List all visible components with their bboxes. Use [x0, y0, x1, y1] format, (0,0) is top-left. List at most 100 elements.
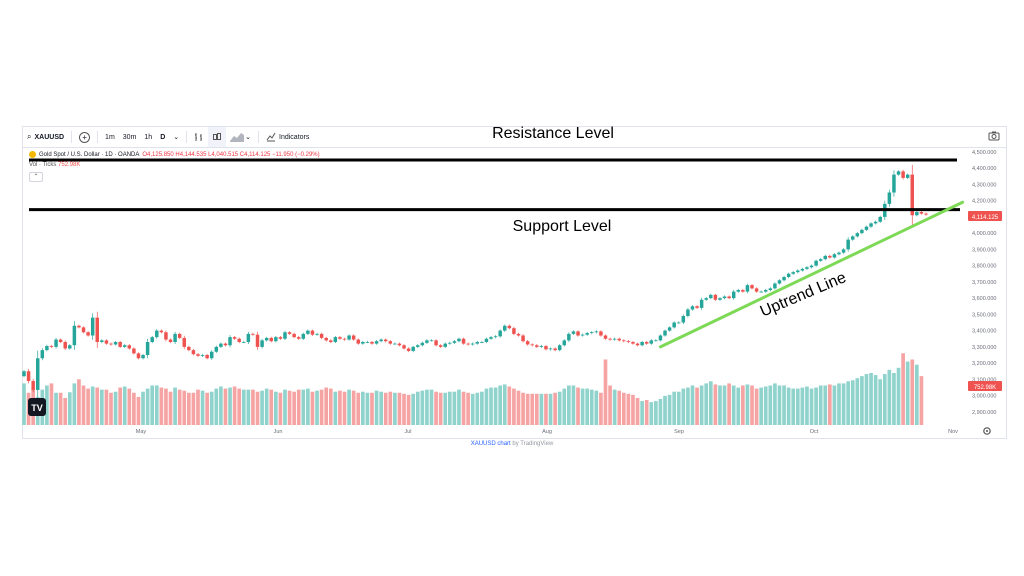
candle [887, 189, 892, 207]
candle [585, 331, 589, 336]
candle [127, 344, 132, 350]
candle [905, 173, 910, 180]
candle [150, 335, 154, 344]
candle [347, 334, 351, 341]
volume-bar [493, 387, 498, 425]
candle [654, 339, 658, 342]
volume-bar [315, 390, 319, 425]
interval-30m[interactable]: 30m [122, 133, 137, 141]
volume-bar [81, 385, 86, 425]
candle [910, 164, 914, 225]
candle [370, 340, 374, 345]
candle [832, 253, 837, 259]
volume-bar [722, 385, 727, 425]
volume-bar [654, 401, 658, 425]
volume-bar [823, 385, 828, 425]
volume-bar [791, 388, 796, 425]
volume-bar [109, 392, 113, 425]
volume-bar [681, 388, 686, 425]
volume-bar [360, 391, 365, 425]
candle [901, 169, 905, 180]
support-label: Support Level [513, 218, 612, 235]
interval-1h[interactable]: 1h [144, 133, 153, 141]
camera-icon[interactable] [988, 131, 1000, 143]
volume-bar [182, 390, 187, 425]
candle [525, 340, 530, 346]
candle [599, 330, 603, 337]
volume-bar [599, 392, 603, 425]
symbol-search[interactable]: ⌕ XAUUSD [23, 127, 68, 147]
candle [512, 326, 516, 336]
candle [242, 340, 246, 344]
indicators-button[interactable]: Indicators [262, 127, 313, 147]
compare-button[interactable]: + [75, 127, 94, 147]
interval-d[interactable]: D [160, 133, 166, 141]
search-icon: ⌕ [27, 132, 32, 141]
volume-bar [54, 392, 58, 425]
volume-bar [269, 389, 274, 425]
area-style-button[interactable]: ⌄ [226, 127, 255, 147]
volume-bar [741, 385, 745, 425]
volume-bar [782, 385, 786, 425]
candle [686, 307, 690, 318]
volume-bar [635, 397, 640, 425]
candle [731, 290, 736, 300]
volume-bar [860, 376, 864, 425]
candle [699, 297, 704, 310]
tradingview-logo: TV [28, 398, 46, 416]
volume-bar [241, 389, 246, 425]
volume-bar [882, 374, 887, 425]
volume-bar [525, 393, 530, 425]
candle [475, 340, 480, 345]
volume-bar [676, 391, 681, 425]
volume-bar [754, 388, 759, 425]
y-tick-label: 4,200.000 [972, 199, 996, 205]
volume-bar [658, 399, 663, 425]
y-tick-label: 3,200.000 [972, 361, 996, 367]
volume-bar [127, 388, 132, 425]
volume-bar [342, 391, 347, 425]
candle [54, 337, 58, 349]
candle [90, 313, 95, 340]
settings-gear-icon[interactable] [983, 427, 991, 435]
chart-frame: ⌕ XAUUSD + 1m 30m 1h D ⌄ ⌄ Indicators [22, 126, 1007, 439]
candle [145, 338, 150, 359]
price-badge: 4,114.125 [968, 211, 1002, 221]
volume-bar [480, 391, 484, 425]
volume-bar [296, 389, 301, 425]
volume-bar [612, 389, 617, 425]
volume-bar [328, 388, 333, 425]
volume-bar [22, 383, 26, 425]
candle [741, 288, 745, 293]
candle [214, 345, 219, 353]
volume-bar [370, 392, 374, 425]
candle [177, 332, 182, 340]
candle [283, 330, 287, 341]
volume-bar [187, 392, 191, 425]
interval-dropdown[interactable]: ⌄ [169, 127, 183, 147]
chart-link[interactable]: XAUUSD chart [470, 441, 511, 447]
volume-bar [251, 389, 255, 425]
volume-bar [901, 353, 905, 425]
volume-bar [310, 391, 315, 425]
volume-bar [786, 387, 791, 425]
volume-bar [319, 389, 324, 425]
candles-style-button[interactable] [208, 127, 227, 147]
bar-style-button[interactable] [190, 127, 208, 147]
candle [416, 344, 420, 349]
candle [690, 305, 695, 311]
volume-bar [452, 391, 457, 425]
candle [264, 336, 269, 342]
volume-bar [95, 387, 100, 425]
credit-by: by TradingView [510, 441, 554, 447]
volume-bar [333, 391, 338, 425]
volume-bar [100, 389, 104, 425]
candle [164, 330, 168, 342]
candle [425, 339, 429, 344]
collapse-button[interactable]: ⌃ [29, 172, 43, 182]
volume-bar [420, 390, 425, 425]
candle [544, 344, 548, 351]
candle [306, 329, 310, 336]
candle [58, 338, 63, 344]
interval-1m[interactable]: 1m [105, 133, 115, 141]
